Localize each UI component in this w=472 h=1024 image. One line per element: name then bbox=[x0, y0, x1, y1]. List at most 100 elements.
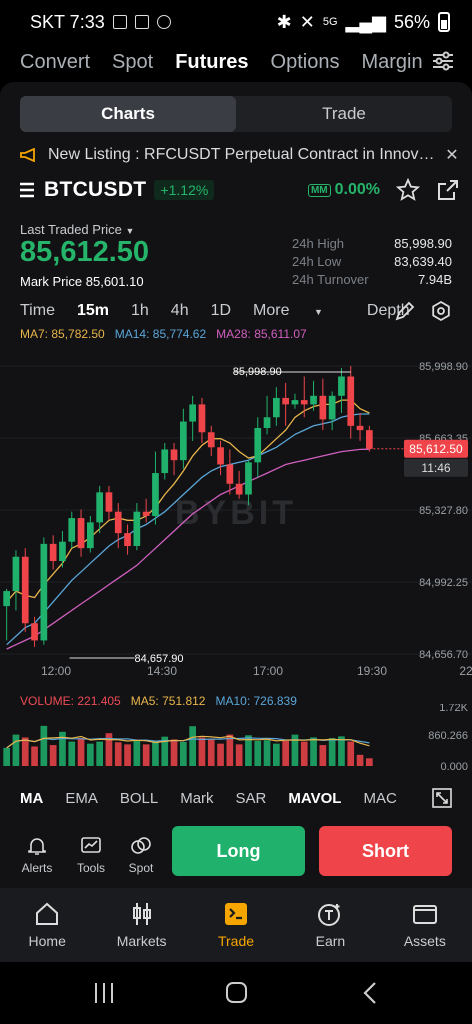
x-tick-label: 14:30 bbox=[147, 664, 177, 678]
vol-tick-label: 1.72K bbox=[439, 704, 468, 714]
tab-trade[interactable]: Trade bbox=[322, 104, 366, 123]
ind-macd[interactable]: MAC bbox=[363, 789, 397, 807]
candle-body bbox=[31, 623, 38, 641]
volume-bar bbox=[338, 736, 345, 766]
long-button[interactable]: Long bbox=[172, 826, 305, 876]
volume-bar bbox=[87, 743, 94, 766]
ltp-label[interactable]: Last Traded Price ▼ bbox=[20, 222, 135, 237]
volume-bar bbox=[207, 739, 215, 766]
ind-mavol[interactable]: MAVOL bbox=[288, 789, 342, 807]
x-tick-label: 22 bbox=[459, 664, 472, 678]
nav-margin[interactable]: Margin bbox=[361, 50, 423, 73]
recent-apps-icon[interactable] bbox=[95, 983, 113, 1003]
tab-trade-nav[interactable]: Trade bbox=[189, 888, 283, 962]
x-tick-label: 17:00 bbox=[253, 664, 283, 678]
tab-home[interactable]: Home bbox=[0, 888, 94, 962]
candle-body bbox=[142, 511, 150, 516]
ind-ema[interactable]: EMA bbox=[65, 789, 98, 807]
x-tick-label: 19:30 bbox=[357, 664, 387, 678]
announcement-bar[interactable]: New Listing : RFCUSDT Perpetual Contract… bbox=[20, 144, 460, 166]
ind-mark[interactable]: Mark bbox=[180, 789, 214, 807]
volume-bar bbox=[282, 740, 289, 766]
last-traded-price: 85,612.50 bbox=[20, 236, 150, 268]
tab-charts[interactable]: Charts bbox=[20, 96, 236, 132]
home-nav-icon[interactable] bbox=[226, 982, 247, 1003]
gear-icon[interactable] bbox=[430, 300, 452, 322]
tools-button[interactable]: Tools bbox=[66, 835, 116, 875]
ind-sar[interactable]: SAR bbox=[235, 789, 267, 807]
action-bar: Alerts Tools Spot Long Short bbox=[0, 822, 472, 888]
tab-markets[interactable]: Markets bbox=[94, 888, 188, 962]
candle-body bbox=[263, 417, 271, 428]
tf-1d[interactable]: 1D bbox=[210, 302, 232, 319]
candle-body bbox=[161, 449, 169, 474]
tab-earn[interactable]: Earn bbox=[283, 888, 377, 962]
candle-body bbox=[152, 473, 159, 516]
bottom-tab-bar: Home Markets Trade Earn Assets bbox=[0, 888, 472, 962]
volume-bar bbox=[3, 747, 10, 766]
ma-legend: MA7: 85,782.50 MA14: 85,774.62 MA28: 85,… bbox=[20, 327, 307, 341]
stat-high: 24h High 85,998.90 bbox=[292, 236, 452, 251]
candle-body bbox=[319, 395, 327, 420]
short-button[interactable]: Short bbox=[319, 826, 452, 876]
y-tick-label: 85,998.90 bbox=[419, 361, 468, 373]
spot-button[interactable]: Spot bbox=[116, 835, 166, 875]
volume-bar bbox=[124, 744, 131, 766]
tf-time[interactable]: Time bbox=[20, 302, 55, 319]
volume-bar bbox=[189, 726, 196, 766]
app-notification-icon bbox=[134, 15, 149, 29]
pencil-icon[interactable] bbox=[394, 300, 416, 322]
tf-15m[interactable]: 15m bbox=[76, 302, 109, 319]
volume-bar bbox=[347, 741, 355, 766]
volume-bar bbox=[235, 744, 243, 766]
vol-ma5: MA5: 751.812 bbox=[130, 694, 206, 708]
y-tick-label: 84,656.70 bbox=[419, 649, 468, 661]
volume-bar bbox=[291, 734, 299, 766]
timeframe-bar: Time 15m 1h 4h 1D More ▼ Depth bbox=[20, 300, 460, 322]
tf-more[interactable]: More ▼ bbox=[253, 302, 323, 319]
announcement-text: New Listing : RFCUSDT Perpetual Contract… bbox=[48, 146, 436, 163]
fullscreen-icon[interactable] bbox=[432, 788, 452, 808]
tools-icon bbox=[81, 837, 101, 853]
nav-futures[interactable]: Futures bbox=[175, 50, 249, 73]
alerts-button[interactable]: Alerts bbox=[12, 835, 62, 875]
candle-body bbox=[328, 395, 336, 420]
candle-body bbox=[49, 543, 57, 562]
volume-bar bbox=[356, 754, 364, 766]
mark-price: Mark Price 85,601.10 bbox=[20, 274, 144, 289]
tab-assets[interactable]: Assets bbox=[378, 888, 472, 962]
volume-value: VOLUME: 221.405 bbox=[20, 694, 121, 708]
pair-symbol[interactable]: BTCUSDT bbox=[44, 178, 147, 201]
x-tick-label: 12:00 bbox=[41, 664, 71, 678]
back-icon[interactable] bbox=[363, 982, 376, 1004]
candle-body bbox=[21, 556, 29, 624]
ind-ma[interactable]: MA bbox=[20, 789, 44, 807]
close-icon[interactable]: ✕ bbox=[445, 147, 459, 164]
ind-boll[interactable]: BOLL bbox=[119, 789, 159, 807]
settings-sliders-icon[interactable] bbox=[430, 48, 456, 74]
charts-trade-toggle: Charts Trade bbox=[20, 96, 452, 132]
nav-convert[interactable]: Convert bbox=[20, 50, 91, 73]
volume-bar bbox=[366, 758, 373, 766]
24h-stats: 24h High 85,998.90 24h Low 83,639.40 24h T… bbox=[292, 236, 452, 290]
top-category-nav: Convert Spot Futures Options Margin bbox=[0, 44, 472, 80]
nav-spot[interactable]: Spot bbox=[112, 50, 154, 73]
home-icon bbox=[36, 902, 59, 925]
mm-rate[interactable]: MM 0.00% bbox=[307, 181, 380, 199]
candle-body bbox=[207, 432, 215, 448]
nav-options[interactable]: Options bbox=[270, 50, 340, 73]
candle-body bbox=[282, 397, 289, 405]
candle-body bbox=[310, 395, 317, 405]
star-icon[interactable] bbox=[396, 178, 420, 202]
candlestick-chart[interactable]: 85,998.9085,663.3585,327.8084,992.2584,6… bbox=[0, 344, 472, 689]
tf-1h[interactable]: 1h bbox=[131, 302, 149, 319]
mute-icon: ✕ bbox=[299, 11, 315, 32]
share-icon[interactable] bbox=[436, 178, 460, 202]
candle-body bbox=[273, 397, 280, 418]
volume-bar bbox=[133, 739, 141, 766]
wallet-icon bbox=[412, 905, 437, 924]
menu-icon[interactable] bbox=[20, 181, 40, 199]
candle-body bbox=[226, 464, 234, 484]
tf-4h[interactable]: 4h bbox=[170, 302, 189, 319]
candle-body bbox=[96, 492, 103, 523]
